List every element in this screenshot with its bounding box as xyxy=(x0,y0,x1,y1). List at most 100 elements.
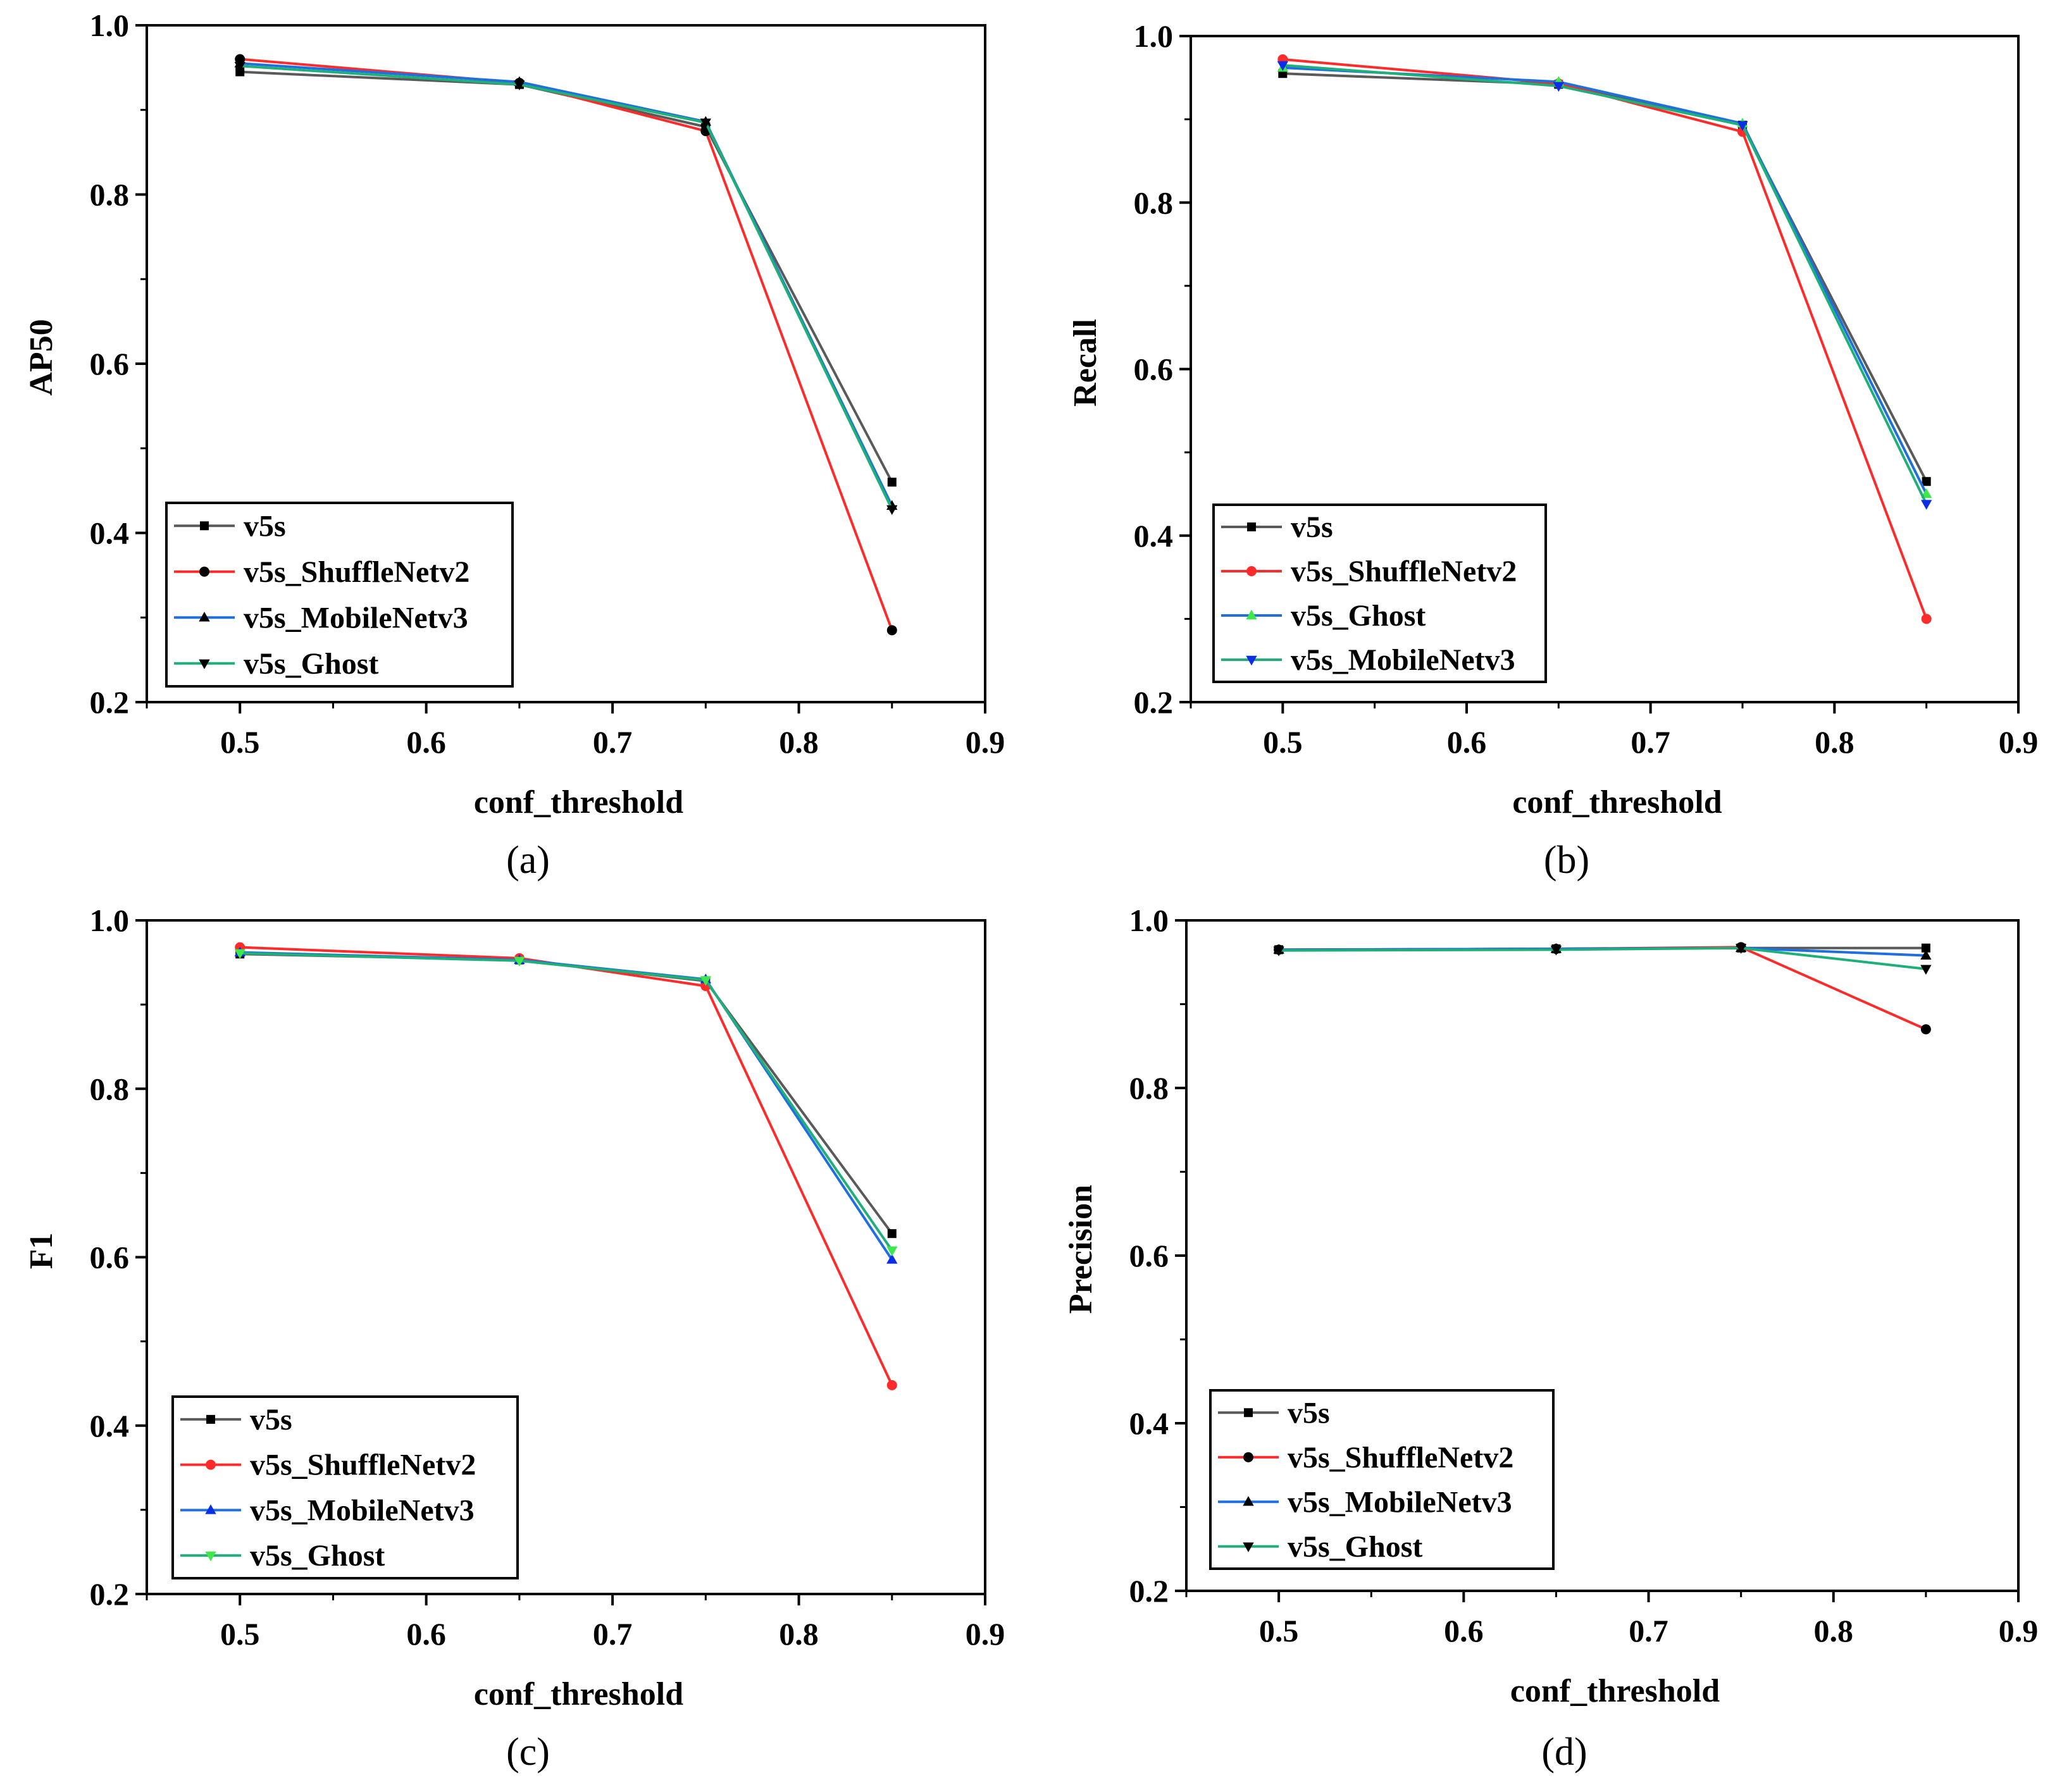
y-tick-label: 1.0 xyxy=(1129,903,1169,938)
x-tick-label: 0.8 xyxy=(1815,724,1854,760)
data-point xyxy=(886,1246,898,1256)
series-v5s_ShuffleNetv2 xyxy=(235,942,897,1390)
legend-box xyxy=(171,1395,519,1579)
y-tick-label: 1.0 xyxy=(90,8,130,43)
chart-panel-b: 0.5 0.6 0.7 0.8 0.9 0.2 0.4 0.6 0.8 1.0 conf_thres… xyxy=(1067,18,2038,882)
x-tick-label: 0.8 xyxy=(1814,1613,1854,1648)
y-tick-label: 0.2 xyxy=(1134,684,1174,720)
legend-marker xyxy=(199,659,210,669)
x-tick-label: 0.7 xyxy=(1629,1613,1668,1648)
series-line xyxy=(240,58,893,631)
y-tick-label: 0.6 xyxy=(90,1240,130,1275)
y-tick-label: 0.6 xyxy=(90,346,130,381)
data-point xyxy=(234,61,245,72)
y-axis-title: Recall xyxy=(1067,319,1103,407)
series-v5s_MobileNetv3 xyxy=(1277,61,1932,510)
x-tick-label: 0.8 xyxy=(779,724,819,760)
data-point xyxy=(886,505,898,516)
legend-label: v5s xyxy=(250,1403,292,1437)
x-tick-label: 0.5 xyxy=(1259,1613,1299,1648)
legend-label: v5s xyxy=(1288,1396,1330,1430)
legend: v5s v5s_ShuffleNetv2 v5s_MobileNetv3 v5s_Gh… xyxy=(165,502,514,688)
legend-label: v5s xyxy=(244,509,286,543)
y-tick-label: 0.8 xyxy=(1134,185,1174,220)
legend-box xyxy=(1209,1389,1555,1570)
data-point xyxy=(1550,946,1562,956)
legend-marker xyxy=(199,612,210,622)
series-line xyxy=(1283,58,1928,620)
legend-label: v5s_Ghost xyxy=(244,647,378,681)
data-point xyxy=(700,118,712,128)
x-tick-label: 0.8 xyxy=(779,1616,819,1652)
panel-caption: (d) xyxy=(1541,1731,1587,1774)
data-point xyxy=(1737,121,1748,131)
panel-caption: (a) xyxy=(506,839,550,882)
legend-item: v5s_MobileNetv3 xyxy=(180,1493,475,1527)
y-tick-label: 1.0 xyxy=(90,903,130,938)
y-axis-title: AP50 xyxy=(23,319,59,395)
data-point xyxy=(1921,943,1930,953)
legend-label: v5s_MobileNetv3 xyxy=(244,601,468,634)
legend-marker xyxy=(1244,1408,1253,1418)
legend-marker xyxy=(1243,1496,1254,1506)
y-tick-label: 0.2 xyxy=(90,684,130,720)
legend-item: v5s_Ghost xyxy=(174,647,378,681)
x-tick-label: 0.9 xyxy=(1999,1613,2039,1648)
series-line xyxy=(240,951,893,1251)
data-point xyxy=(1920,965,1932,975)
legend-item: v5s_MobileNetv3 xyxy=(174,601,468,634)
x-tick-label: 0.6 xyxy=(406,1616,446,1652)
data-point xyxy=(1553,82,1565,92)
legend-label: v5s_Ghost xyxy=(250,1539,385,1573)
x-tick-label: 0.9 xyxy=(1999,724,2039,760)
series-line xyxy=(240,946,893,1386)
x-tick-label: 0.7 xyxy=(1631,724,1670,760)
data-point xyxy=(700,976,712,986)
x-axis-title: conf_threshold xyxy=(1512,784,1722,820)
legend-marker xyxy=(1246,609,1257,620)
series-v5s_Ghost xyxy=(234,61,898,516)
legend-marker xyxy=(199,566,209,577)
legend-label: v5s_Ghost xyxy=(1288,1530,1422,1564)
data-point xyxy=(886,625,897,636)
y-tick-label: 0.8 xyxy=(90,1071,130,1106)
legend-marker xyxy=(1243,1452,1253,1462)
y-tick-label: 0.4 xyxy=(90,516,130,551)
legend-item: v5s xyxy=(1218,1396,1330,1430)
legend-item: v5s_Ghost xyxy=(180,1539,385,1573)
data-point xyxy=(1920,500,1932,510)
legend-item: v5s xyxy=(180,1403,292,1437)
legend-label: v5s_ShuffleNetv2 xyxy=(1288,1441,1513,1474)
data-point xyxy=(1735,944,1747,954)
series-line xyxy=(1283,66,1928,495)
legend-box xyxy=(165,502,514,688)
series-line xyxy=(1279,946,1927,1031)
data-point xyxy=(1920,1024,1931,1035)
legend-item: v5s xyxy=(1221,510,1333,544)
data-point xyxy=(1277,61,1289,71)
legend-label: v5s_ShuffleNetv2 xyxy=(250,1449,476,1482)
series-line xyxy=(1279,946,1927,970)
legend-marker xyxy=(1246,566,1257,576)
y-tick-label: 0.4 xyxy=(90,1408,130,1443)
x-tick-label: 0.9 xyxy=(966,1616,1005,1652)
legend-item: v5s_ShuffleNetv2 xyxy=(1221,555,1517,588)
chart-panel-d: 0.5 0.6 0.7 0.8 0.9 0.2 0.4 0.6 0.8 1.0 conf_thres… xyxy=(1063,903,2038,1774)
y-tick-label: 0.6 xyxy=(1129,1238,1169,1273)
x-axis-title: conf_threshold xyxy=(474,784,683,820)
legend-item: v5s xyxy=(174,509,286,543)
legend-item: v5s_ShuffleNetv2 xyxy=(1218,1441,1513,1474)
x-tick-label: 0.6 xyxy=(1444,1613,1484,1648)
x-axis-title: conf_threshold xyxy=(474,1676,683,1712)
legend: v5s v5s_ShuffleNetv2 v5s_MobileNetv3 v5s_Gh… xyxy=(171,1395,519,1579)
legend-marker xyxy=(205,1504,216,1514)
x-tick-label: 0.5 xyxy=(1263,724,1303,760)
y-tick-label: 0.4 xyxy=(1134,518,1174,553)
legend-label: v5s_ShuffleNetv2 xyxy=(1291,555,1517,588)
legend-marker xyxy=(200,521,209,531)
legend-item: v5s_ShuffleNetv2 xyxy=(174,555,469,589)
legend-label: v5s_MobileNetv3 xyxy=(1288,1485,1512,1519)
y-tick-label: 0.2 xyxy=(90,1576,130,1612)
series-line xyxy=(240,65,893,510)
